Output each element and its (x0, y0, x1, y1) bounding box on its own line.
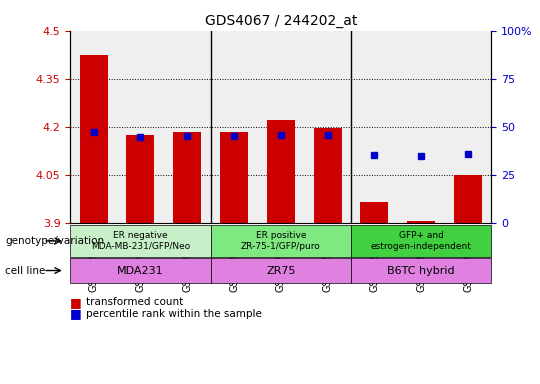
Text: ER negative
MDA-MB-231/GFP/Neo: ER negative MDA-MB-231/GFP/Neo (91, 231, 190, 251)
Text: percentile rank within the sample: percentile rank within the sample (86, 309, 262, 319)
Text: ER positive
ZR-75-1/GFP/puro: ER positive ZR-75-1/GFP/puro (241, 231, 321, 251)
Bar (79, 55, 107, 223)
Text: transformed count: transformed count (86, 297, 184, 307)
Bar (220, 131, 248, 223)
Bar (70, 31, 117, 223)
Bar (258, 31, 304, 223)
Bar (351, 31, 398, 223)
Bar (126, 135, 154, 223)
Bar (173, 131, 201, 223)
Bar (211, 31, 258, 223)
Bar (304, 31, 351, 223)
Text: B6TC hybrid: B6TC hybrid (387, 265, 455, 276)
Bar (314, 127, 342, 223)
Bar (117, 31, 164, 223)
Bar (454, 175, 482, 223)
Bar (444, 31, 491, 223)
Text: ZR75: ZR75 (266, 265, 295, 276)
Text: ■: ■ (70, 296, 82, 309)
Text: genotype/variation: genotype/variation (5, 236, 105, 246)
Text: cell line: cell line (5, 265, 46, 276)
Title: GDS4067 / 244202_at: GDS4067 / 244202_at (205, 14, 357, 28)
Text: ■: ■ (70, 307, 82, 320)
Bar (407, 221, 435, 223)
Text: GFP+ and
estrogen-independent: GFP+ and estrogen-independent (371, 231, 471, 251)
Bar (164, 31, 211, 223)
Bar (398, 31, 444, 223)
Bar (267, 120, 295, 223)
Text: MDA231: MDA231 (117, 265, 164, 276)
Bar (360, 202, 388, 223)
